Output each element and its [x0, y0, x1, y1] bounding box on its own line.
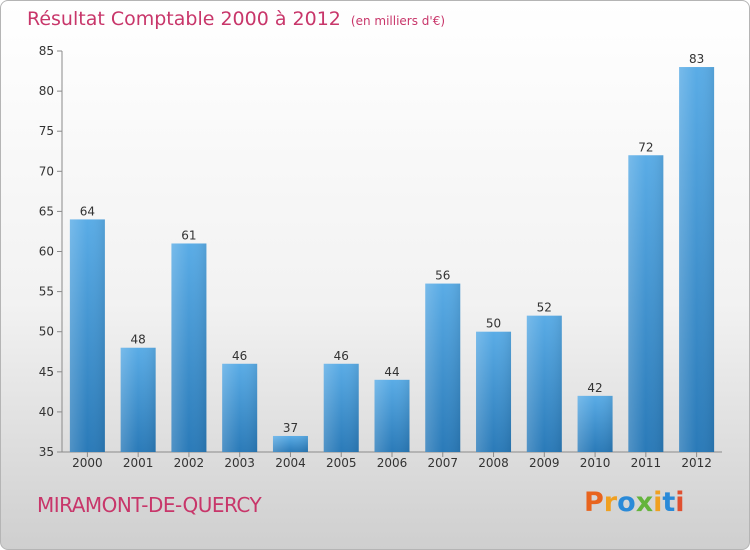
- data-label: 46: [334, 349, 349, 363]
- bar-shine: [323, 363, 359, 452]
- y-tick-label: 85: [39, 44, 54, 58]
- x-tick-label: 2005: [326, 456, 357, 470]
- bar-shine: [628, 155, 664, 452]
- logo-letter: x: [635, 487, 654, 518]
- x-tick-label: 2000: [72, 456, 103, 470]
- y-tick-label: 35: [39, 445, 54, 459]
- y-tick-label: 50: [39, 325, 54, 339]
- x-tick-label: 2009: [529, 456, 560, 470]
- x-tick-label: 2001: [123, 456, 154, 470]
- chart-title-text: Résultat Comptable 2000 à 2012: [27, 8, 341, 30]
- x-tick-label: 2012: [681, 456, 712, 470]
- chart-unit: (en milliers d'€): [350, 14, 446, 28]
- proxiti-logo: Proxiti: [584, 487, 685, 518]
- data-label: 44: [384, 365, 399, 379]
- y-tick-label: 65: [39, 204, 54, 218]
- data-label: 37: [283, 421, 298, 435]
- bar-shine: [272, 435, 308, 452]
- logo-letter: P: [584, 487, 604, 518]
- bar-shine: [425, 283, 461, 452]
- bar-shine: [577, 395, 613, 452]
- data-label: 48: [131, 333, 146, 347]
- bar-shine: [374, 379, 410, 452]
- data-label: 46: [232, 349, 247, 363]
- data-label: 42: [587, 381, 602, 395]
- bar-shine: [222, 363, 258, 452]
- bar-shine: [476, 331, 512, 452]
- y-tick-label: 60: [39, 245, 54, 259]
- x-tick-label: 2006: [377, 456, 408, 470]
- bar-shine: [679, 67, 715, 452]
- data-label: 64: [80, 204, 95, 218]
- logo-letter: o: [617, 487, 636, 518]
- bars: [69, 67, 715, 452]
- x-tick-label: 2008: [478, 456, 509, 470]
- bar-shine: [171, 243, 207, 452]
- data-label: 52: [537, 301, 552, 315]
- x-tick-label: 2004: [275, 456, 306, 470]
- y-tick-label: 55: [39, 285, 54, 299]
- logo-letter: r: [603, 487, 618, 518]
- y-tick-label: 45: [39, 365, 54, 379]
- x-tick-label: 2007: [427, 456, 458, 470]
- bar-shine: [120, 347, 156, 452]
- x-tick-label: 2011: [631, 456, 662, 470]
- data-label: 50: [486, 317, 501, 331]
- data-label: 56: [435, 269, 450, 283]
- chart-title: Résultat Comptable 2000 à 2012 (en millie…: [27, 8, 445, 30]
- x-tick-label: 2010: [580, 456, 611, 470]
- logo-letter: t: [662, 487, 676, 518]
- data-label: 83: [689, 52, 704, 66]
- data-labels: 64 48 61 46 37 46 44 56 50 52 42 72 83: [80, 52, 705, 435]
- logo-letter: i: [675, 487, 685, 518]
- y-tick-label: 80: [39, 84, 54, 98]
- y-tick-label: 70: [39, 164, 54, 178]
- y-tick-label: 40: [39, 405, 54, 419]
- bar-shine: [69, 219, 105, 452]
- y-tick-label: 75: [39, 124, 54, 138]
- x-tick-label: 2002: [174, 456, 205, 470]
- data-label: 61: [181, 228, 196, 242]
- logo-letter: i: [653, 487, 663, 518]
- x-tick-label: 2003: [224, 456, 255, 470]
- bar-shine: [526, 315, 562, 452]
- commune-name: MIRAMONT-DE-QUERCY: [37, 493, 262, 517]
- data-label: 72: [638, 140, 653, 154]
